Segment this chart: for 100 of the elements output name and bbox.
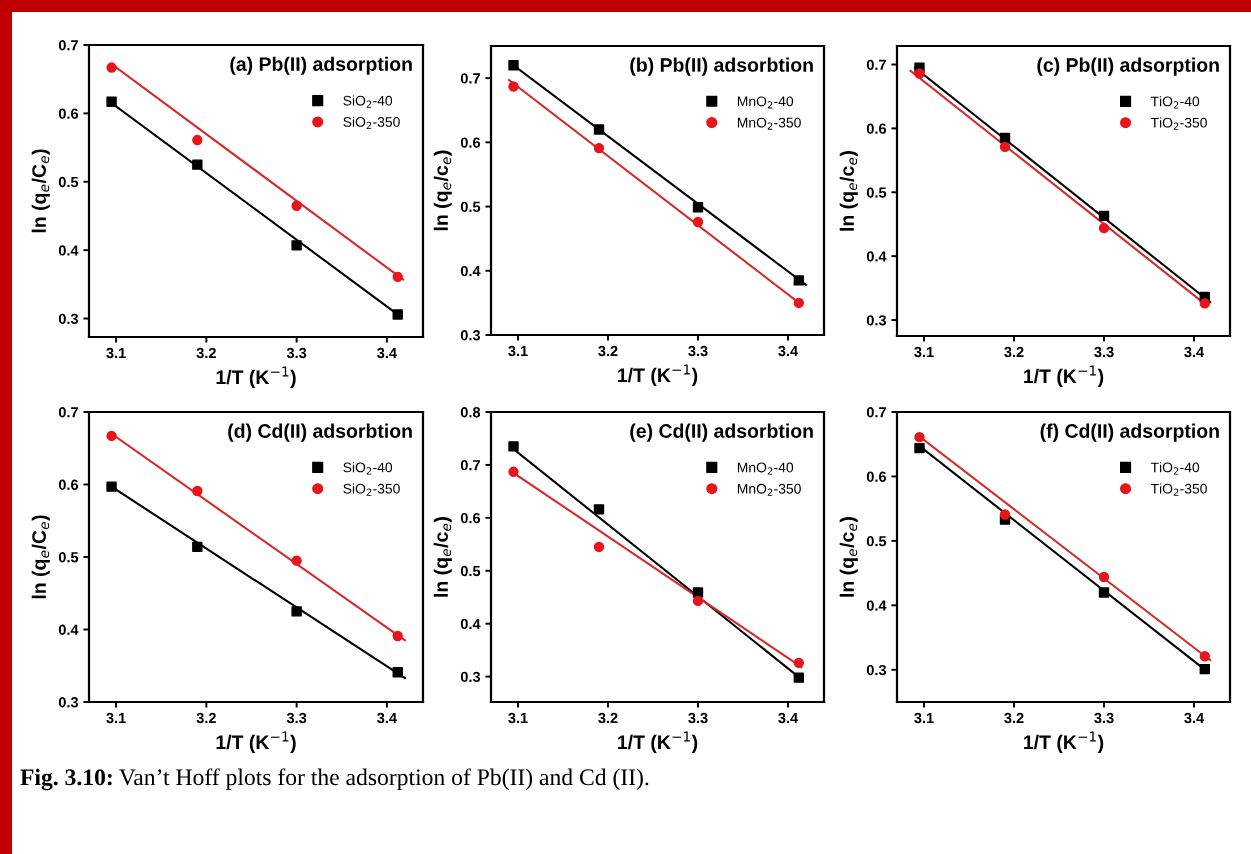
point <box>291 240 302 251</box>
point <box>1098 587 1110 598</box>
y-tick-label: 0.5 <box>460 565 481 577</box>
legend-label: MnO$_{2}$-40 <box>737 462 794 475</box>
point <box>291 200 302 211</box>
point <box>1098 210 1110 222</box>
x-axis-title: 1/T (K$^{−1}$) <box>1024 365 1104 387</box>
y-axis-title: ln (q$_{e}$/c$_{e}$) <box>433 517 452 597</box>
x-tick-label: 3.1 <box>106 712 126 724</box>
x-axis-title: 1/T (K$^{−1}$) <box>618 731 698 753</box>
legend-label: MnO$_{2}$-40 <box>737 96 794 109</box>
x-tick-label: 3.4 <box>1184 346 1205 358</box>
y-tick-label: 0.8 <box>460 407 481 418</box>
x-tick-label: 3.2 <box>196 347 216 359</box>
point <box>593 142 605 154</box>
point <box>1199 298 1210 309</box>
point <box>1098 222 1110 234</box>
point <box>106 62 117 73</box>
legend-label: TiO$_{2}$-40 <box>1150 96 1200 109</box>
x-tick-label: 3.4 <box>778 345 799 357</box>
point <box>106 430 117 442</box>
y-axis-title: ln (q$_{e}$/c$_{e}$) <box>839 151 858 231</box>
y-axis-title: ln (q$_{e}$/C$_{e}$) <box>31 149 50 233</box>
x-tick-label: 3.2 <box>196 712 216 724</box>
y-tick-label: 0.6 <box>58 479 79 490</box>
point <box>392 271 403 283</box>
y-tick-label: 0.4 <box>460 618 481 630</box>
point <box>914 442 925 454</box>
legend-label: TiO$_{2}$-40 <box>1150 462 1200 475</box>
x-tick-label: 3.3 <box>688 345 708 357</box>
x-tick-label: 3.1 <box>508 712 528 724</box>
y-axis-title: ln (q$_{e}$/C$_{e}$) <box>31 515 50 599</box>
legend-label: MnO$_{2}$-350 <box>737 483 801 496</box>
x-tick-label: 3.4 <box>377 347 397 359</box>
x-tick-label: 3.2 <box>1004 346 1024 358</box>
point <box>192 485 203 497</box>
y-tick-label: 0.5 <box>58 176 79 188</box>
point <box>291 606 302 617</box>
y-tick-label: 0.3 <box>58 697 79 708</box>
x-tick-label: 3.2 <box>598 345 618 357</box>
legend-label: SiO$_{2}$-40 <box>343 95 393 108</box>
point <box>914 431 925 443</box>
point <box>692 587 704 598</box>
point <box>192 541 203 553</box>
text: Van’t Hoff plots for the adsorption of Pb(II) and Cd (II). <box>119 768 649 791</box>
point <box>508 441 519 452</box>
x-tick-label: 3.4 <box>377 712 397 724</box>
y-tick-label: 0.7 <box>58 40 78 51</box>
point <box>793 657 804 669</box>
point <box>392 667 403 678</box>
point <box>508 81 519 92</box>
x-axis-title: 1/T (K$^{−1}$) <box>618 364 698 386</box>
x-tick-label: 3.1 <box>508 345 528 357</box>
y-tick-label: 0.7 <box>460 460 480 471</box>
point <box>692 595 704 607</box>
legend-label: TiO$_{2}$-350 <box>1150 117 1207 130</box>
y-tick-label: 0.3 <box>460 671 481 683</box>
x-tick-label: 3.4 <box>778 712 799 724</box>
point <box>593 541 605 553</box>
point <box>593 504 605 515</box>
point <box>106 481 117 492</box>
y-tick-label: 0.3 <box>460 330 481 341</box>
y-tick-label: 0.5 <box>866 535 887 547</box>
y-tick-label: 0.3 <box>866 664 887 676</box>
x-axis-title: 1/T (K$^{−1}$) <box>216 731 296 753</box>
point <box>793 275 804 286</box>
legend-label: MnO$_{2}$-350 <box>737 117 801 130</box>
point <box>793 672 804 683</box>
text: (f) Cd(II) adsorption <box>1040 423 1219 442</box>
y-tick-label: 0.5 <box>460 201 481 212</box>
point <box>593 124 605 135</box>
point <box>1199 663 1210 675</box>
text: (d) Cd(II) adsorbtion <box>228 423 412 442</box>
point <box>999 141 1011 153</box>
y-tick-label: 0.6 <box>460 512 481 524</box>
point <box>793 297 804 309</box>
point <box>692 202 704 213</box>
point <box>392 309 403 320</box>
point <box>291 555 302 566</box>
y-tick-label: 0.6 <box>866 123 887 134</box>
y-tick-label: 0.4 <box>460 265 481 277</box>
text: (b) Pb(II) adsorbtion <box>630 57 813 76</box>
point <box>914 68 925 79</box>
x-tick-label: 3.1 <box>106 347 126 359</box>
x-tick-label: 3.2 <box>1004 712 1024 724</box>
x-tick-label: 3.1 <box>914 712 934 724</box>
point <box>192 134 203 146</box>
point <box>999 509 1011 520</box>
y-tick-label: 0.6 <box>460 137 481 148</box>
point <box>106 96 117 107</box>
point <box>692 216 704 228</box>
y-tick-label: 0.3 <box>58 313 79 324</box>
y-tick-label: 0.7 <box>866 407 886 418</box>
y-axis-title: ln (q$_{e}$/c$_{e}$) <box>433 150 452 231</box>
x-tick-label: 3.3 <box>688 712 708 724</box>
point <box>508 466 519 477</box>
legend-label: SiO$_{2}$-350 <box>343 116 400 130</box>
x-tick-label: 3.1 <box>914 346 934 358</box>
point <box>1199 651 1210 662</box>
y-tick-label: 0.5 <box>58 552 79 563</box>
